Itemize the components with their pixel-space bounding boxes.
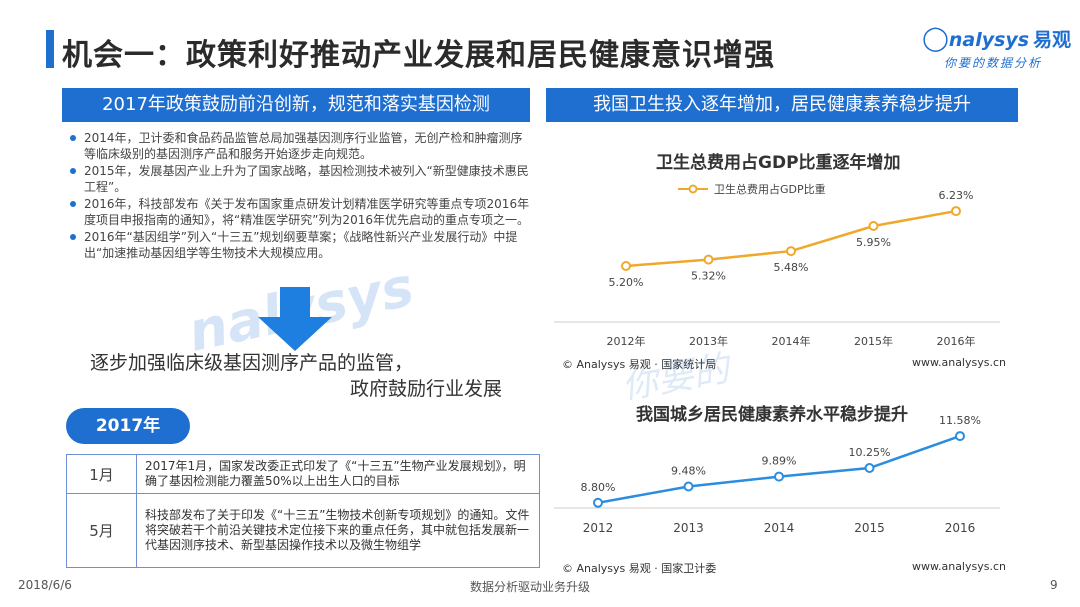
data-point — [951, 206, 961, 217]
watermark-slogan: 你要的 — [620, 348, 736, 400]
x-tick-label: 2015 — [854, 521, 885, 535]
legend-marker — [688, 184, 698, 194]
data-point — [955, 431, 965, 442]
year-tab-2017: 2017年 — [66, 408, 190, 444]
logo-brand: ◯nalysys 易观 — [922, 24, 1072, 52]
health-literacy-chart: 8.80% 9.48% 9.89% 10.25% 11.58% 2012 2013 2014 2… — [554, 414, 1000, 535]
event-month: 5月 — [66, 493, 137, 568]
chart1-title: 卫生总费用占GDP比重逐年增加 — [656, 153, 901, 173]
x-tick-label: 2014年 — [772, 334, 811, 348]
data-label: 5.95% — [856, 236, 891, 249]
policy-bullet: 2016年“基因组学”列入“十三五”规划纲要草案；《战略性新兴产业发展行动》中提… — [66, 229, 534, 261]
x-tick-label: 2012年 — [607, 334, 646, 348]
policy-bullet-list: 2014年，卫计委和食品药品监管总局加强基因测序行业监管，无创产检和肿瘤测序等临… — [66, 130, 534, 262]
data-point — [683, 481, 694, 492]
policy-bullet: 2016年，科技部发布《关于发布国家重点研发计划精准医学研究等重点专项2016年… — [66, 196, 534, 228]
chart1-url: www.analysys.cn — [912, 356, 1006, 369]
logo-brand-latin: nalysys — [948, 29, 1030, 51]
policy-bullet: 2014年，卫计委和食品药品监管总局加强基因测序行业监管，无创产检和肿瘤测序等临… — [66, 130, 534, 162]
summary-line-1: 逐步加强临床级基因测序产品的监管， — [90, 352, 414, 374]
data-point — [703, 254, 714, 265]
data-point — [864, 463, 875, 473]
health-expenditure-chart: 5.20% 5.32% 5.48% 5.95% 6.23% 2012年 2013年 2014年… — [554, 182, 1000, 348]
summary-text: 逐步加强临床级基因测序产品的监管， 政府鼓励行业发展 — [90, 350, 530, 402]
policy-events-table: 1月 2017年1月，国家发改委正式印发了《“十三五”生物产业发展规划》，明确了… — [66, 454, 540, 568]
logo-brand-cn: 易观 — [1033, 29, 1072, 51]
svg-text:你要的: 你要的 — [620, 348, 736, 400]
analysys-logo: ◯nalysys 易观 你要的数据分析 — [922, 24, 1072, 70]
series-line — [625, 209, 957, 268]
left-section-title: 2017年政策鼓励前沿创新，规范和落实基因检测 — [62, 88, 530, 122]
x-tick-label: 2013年 — [689, 334, 728, 348]
series-line — [597, 434, 961, 505]
page-number: 9 — [1050, 578, 1058, 592]
policy-bullet: 2015年，发展基因产业上升为了国家战略，基因检测技术被列入“新型健康技术惠民工… — [66, 163, 534, 195]
data-point — [774, 471, 784, 482]
data-label: 8.80% — [581, 481, 616, 494]
summary-line-2: 政府鼓励行业发展 — [350, 378, 503, 400]
data-label: 9.48% — [671, 464, 706, 477]
footer-date: 2018/6/6 — [18, 578, 72, 592]
event-text: 2017年1月，国家发改委正式印发了《“十三五”生物产业发展规划》，明确了基因检… — [136, 454, 540, 494]
data-label: 5.48% — [774, 261, 809, 274]
event-text: 科技部发布了关于印发《“十三五”生物技术创新专项规划》的通知。文件将突破若干个前… — [136, 493, 540, 568]
footer-slogan: 数据分析驱动业务升级 — [470, 580, 591, 594]
x-tick-label: 2016年 — [937, 334, 976, 348]
data-label: 9.89% — [762, 455, 797, 468]
data-point — [868, 221, 879, 231]
chart2-title: 我国城乡居民健康素养水平稳步提升 — [636, 405, 908, 425]
legend-label: 卫生总费用占GDP比重 — [714, 182, 826, 196]
x-tick-label: 2015年 — [854, 334, 893, 348]
x-tick-label: 2013 — [673, 521, 704, 535]
page-title: 机会一：政策利好推动产业发展和居民健康意识增强 — [62, 38, 775, 73]
right-section-title: 我国卫生投入逐年增加，居民健康素养稳步提升 — [546, 88, 1018, 122]
logo-slogan: 你要的数据分析 — [944, 56, 1043, 70]
data-label: 11.58% — [939, 414, 981, 427]
chart2-url: www.analysys.cn — [912, 560, 1006, 573]
data-label: 5.32% — [691, 270, 726, 283]
data-point — [593, 497, 603, 508]
data-label: 6.23% — [939, 189, 974, 202]
table-row: 1月 2017年1月，国家发改委正式印发了《“十三五”生物产业发展规划》，明确了… — [66, 454, 540, 494]
x-tick-label: 2014 — [764, 521, 795, 535]
title-accent-bar — [46, 30, 54, 68]
x-tick-label: 2012 — [583, 521, 614, 535]
event-month: 1月 — [66, 454, 137, 494]
chart1-source: © Analysys 易观 · 国家统计局 — [562, 358, 717, 371]
x-tick-label: 2016 — [945, 521, 976, 535]
data-point — [786, 246, 796, 257]
down-arrow-icon — [258, 287, 332, 351]
data-point — [621, 261, 631, 271]
data-label: 5.20% — [609, 276, 644, 289]
chart2-source: © Analysys 易观 · 国家卫计委 — [562, 562, 717, 575]
data-label: 10.25% — [849, 446, 891, 459]
table-row: 5月 科技部发布了关于印发《“十三五”生物技术创新专项规划》的通知。文件将突破若… — [66, 493, 540, 568]
